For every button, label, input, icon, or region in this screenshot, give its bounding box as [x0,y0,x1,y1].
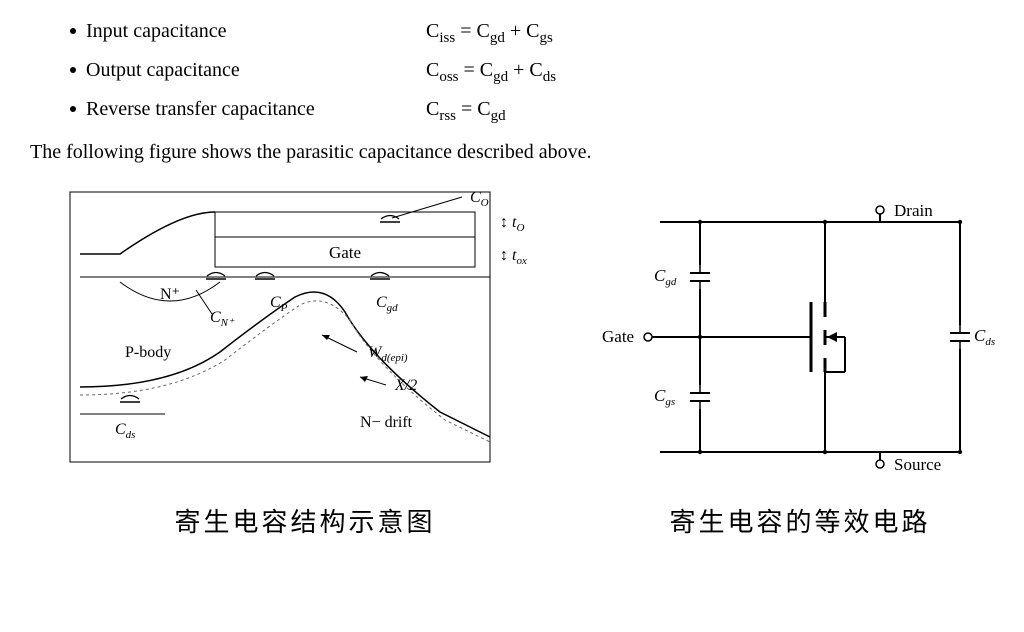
svg-text:Cgd: Cgd [654,266,677,288]
bullet-label: Reverse transfer capacitance [86,98,426,121]
svg-text:↕: ↕ [500,247,508,264]
figures-row: GateN⁺P-body↕↕COtOtoxCN⁺CPCgdCdsWd(epi)X… [60,182,994,539]
bullet-dot [70,28,76,34]
equation: Ciss = Cgd + Cgs [426,20,553,47]
circuit-caption: 寄生电容的等效电路 [590,502,1010,539]
svg-text:Wd(epi): Wd(epi) [368,344,408,364]
svg-text:Source: Source [894,455,941,474]
svg-text:Cds: Cds [974,326,995,348]
svg-text:Gate: Gate [329,243,361,262]
circuit-diagram-svg: Drain Source Gate Cgd Cgs Cds [590,182,1010,482]
figure-description: The following figure shows the parasitic… [30,141,994,164]
svg-text:tox: tox [512,247,527,267]
svg-text:↕: ↕ [500,214,508,231]
structure-figure: GateN⁺P-body↕↕COtOtoxCN⁺CPCgdCdsWd(epi)X… [60,182,550,539]
circuit-figure: Drain Source Gate Cgd Cgs Cds 寄生电容的等效电路 [590,182,1010,539]
svg-text:CN⁺: CN⁺ [210,309,235,329]
svg-text:N⁺: N⁺ [160,286,180,303]
structure-diagram-svg: GateN⁺P-body↕↕COtOtoxCN⁺CPCgdCdsWd(epi)X… [60,182,550,482]
bullet-row: Input capacitance Ciss = Cgd + Cgs [70,20,994,47]
svg-text:Drain: Drain [894,201,933,220]
structure-caption: 寄生电容结构示意图 [60,502,550,539]
svg-text:CP: CP [270,294,288,314]
svg-text:tO: tO [512,214,524,234]
svg-text:Cgd: Cgd [376,294,398,314]
bullet-label: Input capacitance [86,20,426,43]
svg-text:P-body: P-body [125,344,171,361]
equation: Coss = Cgd + Cds [426,59,556,86]
svg-text:Cds: Cds [115,421,135,441]
bullet-dot [70,67,76,73]
svg-text:Gate: Gate [602,327,634,346]
svg-text:N− drift: N− drift [360,414,413,431]
capacitance-definitions: Input capacitance Ciss = Cgd + Cgs Outpu… [70,20,994,125]
equation: Crss = Cgd [426,98,506,125]
bullet-dot [70,106,76,112]
svg-text:X/2: X/2 [394,377,417,394]
bullet-label: Output capacitance [86,59,426,82]
bullet-row: Reverse transfer capacitance Crss = Cgd [70,98,994,125]
svg-text:Cgs: Cgs [654,386,675,408]
bullet-row: Output capacitance Coss = Cgd + Cds [70,59,994,86]
